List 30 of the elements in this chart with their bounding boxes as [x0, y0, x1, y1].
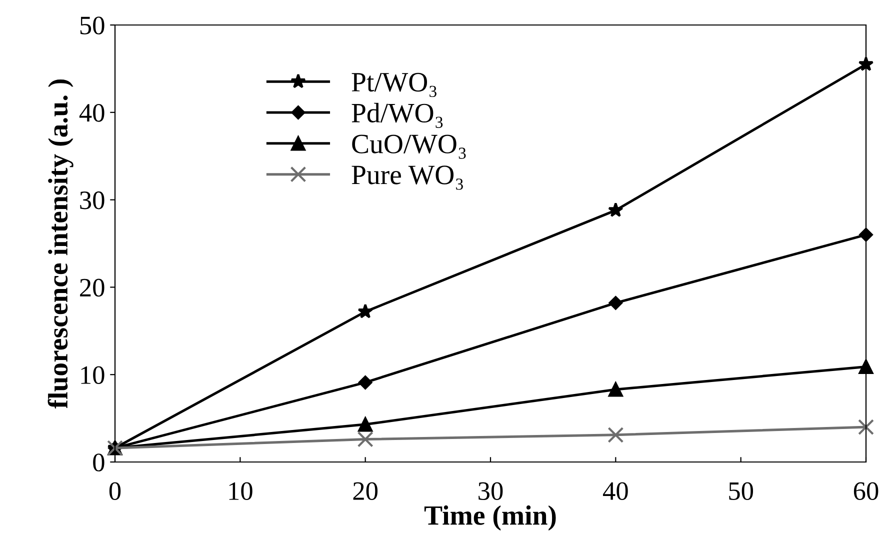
x-tick-label: 60: [854, 482, 878, 500]
point: [858, 359, 874, 374]
point: [608, 382, 623, 397]
point: [608, 426, 624, 443]
x-tick-label: 40: [602, 482, 628, 500]
point: [357, 431, 374, 448]
point: [358, 304, 373, 318]
point: [858, 419, 874, 436]
x-tick-label: 0: [109, 482, 121, 500]
y-tick-label: 0: [93, 454, 104, 472]
legend-label: CuO/WO₃: [352, 134, 466, 159]
x-tick-label: 50: [729, 482, 754, 500]
legend-label: Pure WO₃: [352, 166, 463, 190]
x-tick-label: 10: [229, 482, 252, 500]
y-tick-label: 40: [79, 104, 104, 122]
legend-label: Pt/WO₃: [352, 72, 436, 98]
legend-label: Pd/WO₃: [352, 102, 443, 128]
point: [859, 228, 873, 242]
x-tick-label: 30: [478, 482, 503, 500]
point: [358, 376, 372, 390]
x-axis-title: Time (min): [424, 505, 556, 531]
y-tick-label: 10: [81, 366, 104, 384]
point: [608, 202, 624, 217]
y-tick-label: 30: [80, 191, 104, 210]
y-tick-label: 20: [80, 278, 104, 297]
point: [358, 417, 373, 432]
y-axis-title: fluorescence intensity (a.u. ): [48, 79, 74, 409]
point: [608, 296, 623, 310]
y-tick-label: 50: [80, 16, 104, 34]
x-tick-label: 20: [353, 482, 378, 500]
